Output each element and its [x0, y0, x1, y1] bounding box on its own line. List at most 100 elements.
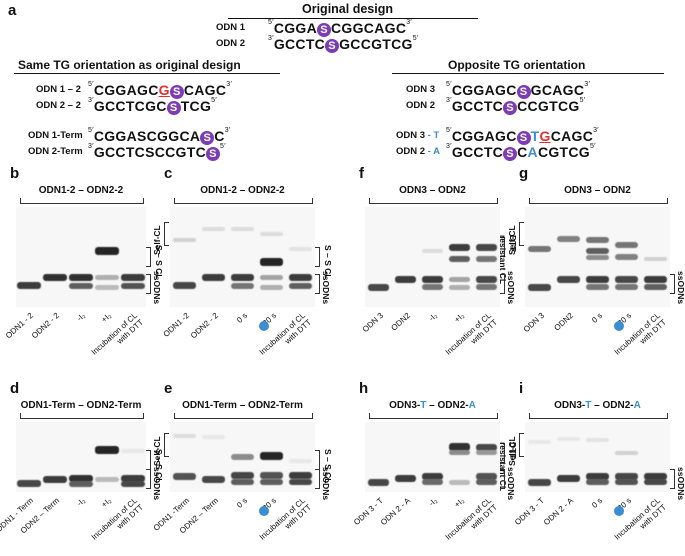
gel-band	[69, 480, 93, 487]
lane-label: Incubation of CL with DTT	[443, 496, 499, 542]
gel-band	[475, 473, 498, 481]
gel-band	[527, 478, 552, 486]
gel-band	[121, 449, 145, 454]
gel-band	[421, 275, 444, 283]
gel-band	[394, 474, 417, 482]
gel-band	[614, 473, 639, 481]
side-label-bottom: ssODNs	[676, 466, 685, 500]
gel-band	[475, 275, 498, 283]
gel-band	[527, 439, 552, 444]
bracket-bottom	[670, 274, 675, 294]
label-odn1: ODN 1	[216, 22, 246, 33]
side-label-bottom: ssODNs	[506, 271, 516, 305]
opposite-orientation-title: Opposite TG orientation	[448, 58, 586, 72]
lane-label: Incubation of CL with DTT	[612, 496, 668, 542]
gel-band	[259, 232, 284, 236]
bracket-bottom	[315, 468, 320, 489]
gel-band	[614, 242, 639, 248]
bracket-top	[315, 450, 320, 470]
panel-title-c: ODN1-2 – ODN2-2	[200, 185, 285, 196]
gel-band	[585, 237, 610, 243]
side-label-bottom: ssODNs	[321, 271, 331, 305]
side-label-bottom: ssODNs	[506, 466, 516, 500]
gel-band	[43, 273, 67, 281]
side-label-bottom: ssODNs	[152, 466, 162, 500]
gel-band	[448, 450, 471, 456]
panel-letter-b: b	[10, 165, 20, 182]
bracket-bottom	[315, 274, 320, 294]
bracket-top	[500, 443, 505, 463]
lane-label: Incubation of CL with DTT	[89, 496, 146, 542]
seq-term-2: 3′GCCTCSCCGTC S5′	[88, 143, 226, 161]
label-odn2: ODN 2	[216, 38, 246, 49]
gel-band	[475, 243, 498, 251]
stopwatch-icon	[259, 506, 269, 516]
original-design-title: Original design	[302, 2, 393, 16]
gel-band	[556, 474, 581, 482]
panel-title-i: ODN3-T – ODN2-A	[554, 400, 641, 411]
side-label-left: Self-CL	[507, 436, 517, 467]
label-odn2-term: ODN 2-Term	[28, 146, 83, 157]
side-label-left: Self-CL	[152, 436, 162, 467]
gel-band	[43, 475, 67, 483]
gel-band	[614, 275, 639, 283]
gel-band	[121, 474, 145, 482]
gel-band	[201, 227, 226, 231]
lane-label: Incubation of CL with DTT	[257, 496, 313, 542]
title-brace-c	[174, 198, 313, 204]
lane-label: Incubation of CL with DTT	[257, 311, 313, 357]
stopwatch-icon	[614, 506, 624, 516]
gel-band	[585, 275, 610, 283]
gel-band	[585, 254, 610, 260]
seq-same-1: 5′CGGAGCG S CAGC3′	[88, 81, 233, 99]
side-label-bottom: ssODNs	[152, 271, 162, 305]
title-brace-d	[20, 413, 144, 419]
gel-band	[69, 273, 93, 281]
gel-band	[172, 238, 197, 242]
gel-band	[643, 257, 668, 261]
gel-band	[448, 479, 471, 485]
title-brace-h	[369, 413, 498, 419]
gel-band	[172, 281, 197, 289]
panel-title-d: ODN1-Term – ODN2-Term	[20, 400, 142, 411]
label-odn2b: ODN 2	[406, 100, 436, 111]
gel-band	[448, 256, 471, 262]
gel-band	[643, 473, 668, 481]
label-odn3: ODN 3	[406, 84, 436, 95]
gel-band	[421, 473, 444, 481]
gel-band	[448, 443, 471, 452]
gel-c	[170, 207, 315, 307]
lane-label: Incubation of CL with DTT	[89, 311, 146, 357]
panel-title-g: ODN3 – ODN2	[564, 185, 631, 196]
gel-band	[643, 275, 668, 283]
seq-opp-1: 5′CGGAGC S GCAGC3′	[446, 81, 591, 99]
gel-band	[585, 473, 610, 481]
seq-oppt-1: 5′CGGAGC S TGCAGC3′	[446, 127, 599, 145]
title-brace-g	[529, 198, 668, 204]
panel-title-h: ODN3-T – ODN2-A	[389, 400, 476, 411]
lane-label: Incubation of CL with DTT	[612, 311, 668, 357]
gel-band	[556, 236, 581, 242]
label-odn1-term: ODN 1-Term	[28, 130, 83, 141]
gel-band	[475, 443, 498, 451]
gel-band	[95, 274, 119, 280]
panel-letter-a: a	[8, 2, 17, 19]
gel-band	[475, 256, 498, 262]
panel-title-f: ODN3 – ODN2	[399, 185, 466, 196]
gel-band	[475, 479, 498, 486]
same-underline	[14, 73, 280, 74]
stopwatch-icon	[259, 321, 269, 331]
stopwatch-icon	[614, 321, 624, 331]
gel-band	[259, 284, 284, 290]
lane-label: Incubation of CL with DTT	[443, 311, 499, 357]
side-label-bottom: ssODNs	[676, 271, 685, 305]
gel-band	[259, 274, 284, 280]
gel-band	[259, 258, 284, 266]
gel-band	[95, 476, 119, 482]
gel-band	[288, 459, 313, 464]
gel-band	[556, 275, 581, 283]
gel-band	[230, 227, 255, 231]
gel-band	[230, 273, 255, 281]
title-brace-b	[20, 198, 144, 204]
gel-band	[448, 284, 471, 290]
